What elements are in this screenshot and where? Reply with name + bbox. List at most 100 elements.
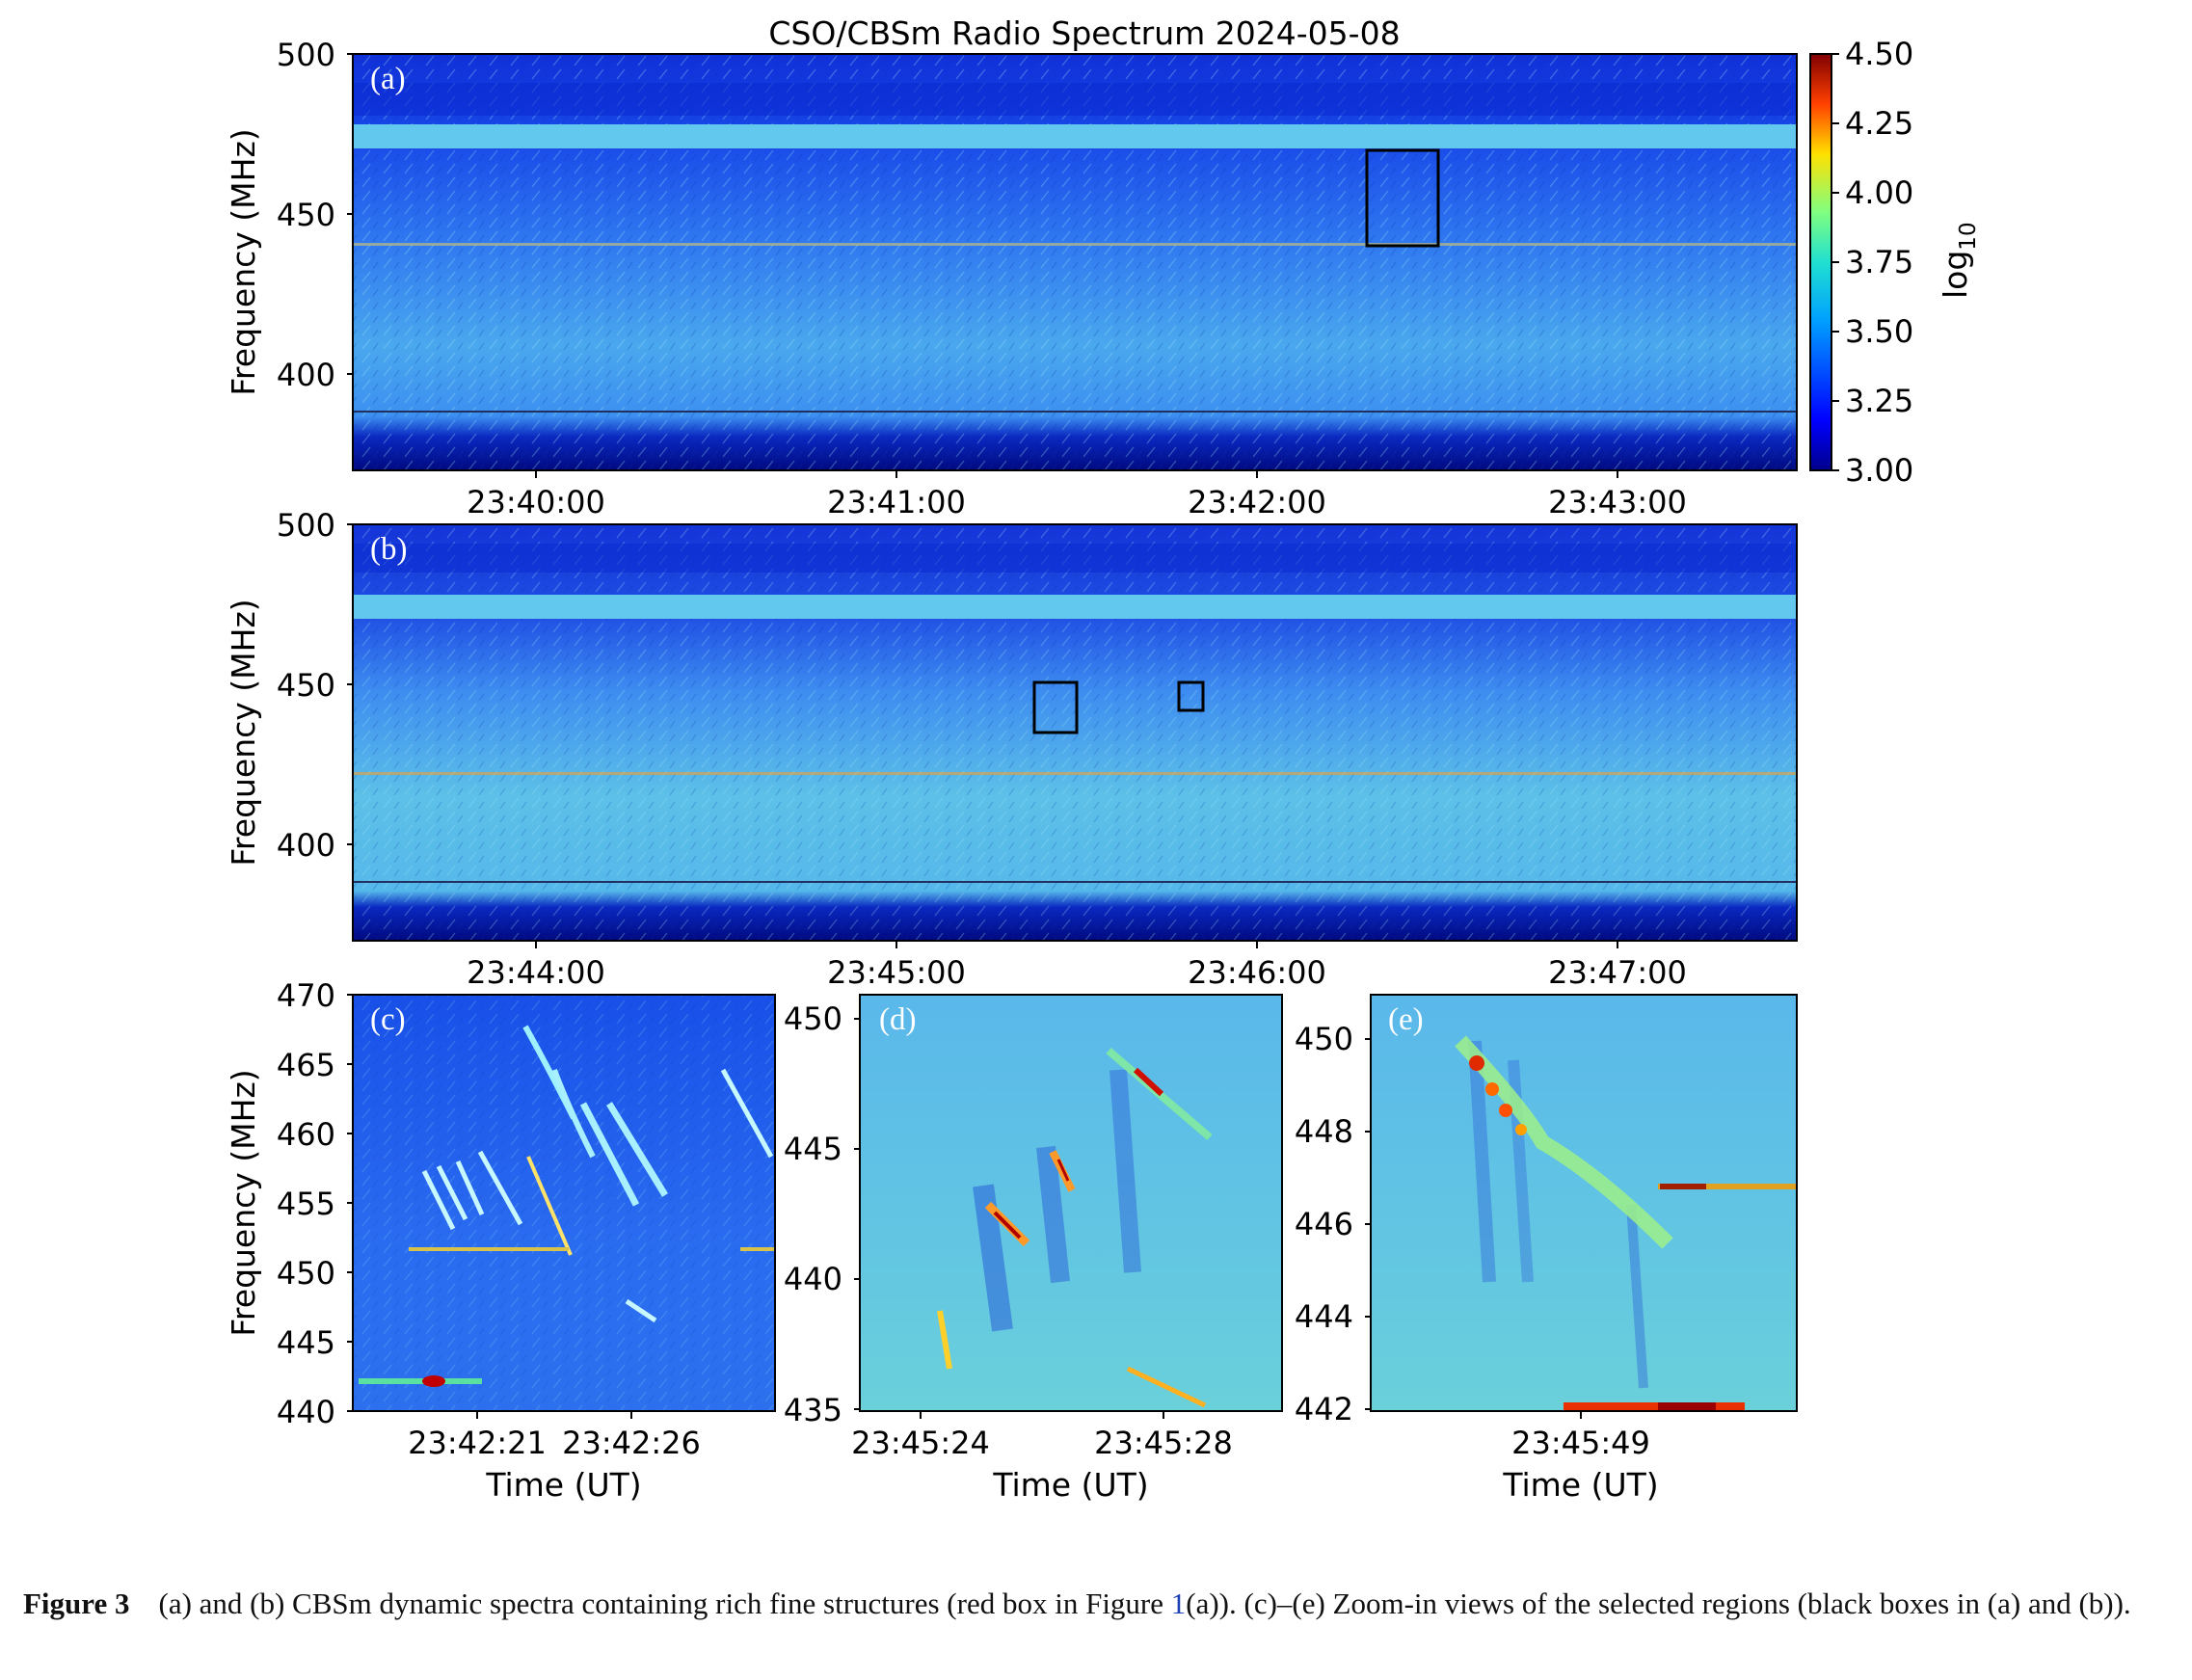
- panel-a-ytick: 500: [277, 37, 335, 73]
- panel-d-xtick: 23:45:24: [851, 1425, 990, 1461]
- colorbar-tick: 3.25: [1845, 383, 1913, 419]
- panel-d-frame: [859, 994, 1283, 1412]
- colorbar-tick: 4.50: [1845, 36, 1913, 72]
- panel-e-ytick: 450: [1295, 1021, 1353, 1057]
- panel-c-ytick: 440: [277, 1394, 335, 1430]
- colorbar-tick: 4.00: [1845, 174, 1913, 211]
- panel-e-ytick: 442: [1295, 1391, 1353, 1427]
- panel-a-fine-structure: [353, 54, 1797, 470]
- panel-a-xtick-marks: [535, 470, 1618, 478]
- panel-a-band-line: [353, 243, 1797, 246]
- panel-c-ytick: 470: [277, 977, 335, 1014]
- panel-c-xlabel: Time (UT): [485, 1466, 641, 1504]
- panel-c-texture: [353, 995, 775, 1411]
- panel-b-xtick-marks: [535, 941, 1618, 948]
- colorbar-tick: 3.00: [1845, 452, 1913, 489]
- panel-a-xtick: 23:43:00: [1548, 484, 1687, 520]
- panel-b-band-line2: [353, 881, 1797, 883]
- panel-b-ytick: 400: [277, 827, 335, 864]
- panel-c-ytick-marks: [347, 994, 353, 1412]
- panel-a-band-line2: [353, 411, 1797, 413]
- panel-b-black-box-1: [1032, 680, 1079, 734]
- colorbar-gradient: [1809, 53, 1832, 471]
- panel-d-xtick: 23:45:28: [1094, 1425, 1233, 1461]
- panel-b-ytick-marks: [347, 523, 353, 845]
- panel-b-ylabel: Frequency (MHz): [225, 599, 262, 866]
- panel-d: (d) 450 445 440 435 23:45:24 23:45:28 Ti…: [784, 994, 1283, 1504]
- panel-b-xtick: 23:44:00: [467, 954, 605, 991]
- panel-a-band-bright: [353, 124, 1797, 148]
- panel-a-xtick: 23:40:00: [467, 484, 605, 520]
- panel-a-ylabel: Frequency (MHz): [225, 128, 262, 395]
- panel-c-ylabel: Frequency (MHz): [225, 1069, 262, 1336]
- panel-a-ytick: 450: [277, 197, 335, 233]
- panel-d-xtick-marks: [920, 1411, 1164, 1419]
- figure-caption: Figure 3 (a) and (b) CBSm dynamic spectra…: [23, 1581, 2173, 1627]
- panel-b-ytick: 450: [277, 667, 335, 704]
- panel-b-band-bright: [353, 595, 1797, 619]
- colorbar-tick: 3.50: [1845, 313, 1913, 350]
- panel-d-label: (d): [879, 1002, 916, 1037]
- panel-b-label: (b): [370, 532, 407, 567]
- colorbar-label: log10: [1937, 222, 1981, 299]
- panel-e-xtick: 23:45:49: [1511, 1425, 1650, 1461]
- colorbar-tick: 4.25: [1845, 105, 1913, 142]
- panel-b-xtick: 23:47:00: [1548, 954, 1687, 991]
- panel-c-xtick-marks: [476, 1411, 632, 1419]
- caption-text-before: (a) and (b) CBSm dynamic spectra contain…: [158, 1587, 1171, 1620]
- panel-c-ytick: 455: [277, 1186, 335, 1222]
- figure-title: CSO/CBSm Radio Spectrum 2024-05-08: [768, 14, 1400, 52]
- panel-c-xtick: 23:42:26: [562, 1425, 701, 1461]
- panel-a-black-box: [1365, 148, 1440, 248]
- panel-c-xtick: 23:42:21: [408, 1425, 547, 1461]
- panel-c-ytick: 445: [277, 1324, 335, 1361]
- panel-d-ytick: 440: [784, 1261, 842, 1297]
- panel-c: (c) 470 465 460 455 450 445 440 23:42:21…: [225, 977, 776, 1504]
- panel-b-xtick: 23:46:00: [1188, 954, 1326, 991]
- panel-e-ytick: 446: [1295, 1206, 1353, 1242]
- caption-label: Figure 3: [23, 1587, 130, 1620]
- panel-c-ytick: 450: [277, 1255, 335, 1292]
- colorbar-tick-marks: [1831, 53, 1839, 471]
- panel-a-xtick: 23:42:00: [1188, 484, 1326, 520]
- panel-a-ytick: 400: [277, 357, 335, 393]
- colorbar: 4.50 4.25 4.00 3.75 3.50 3.25 3.00 log10: [1809, 36, 1981, 489]
- panel-d-drift-bursts: [937, 1047, 1213, 1408]
- panel-e-ytick: 444: [1295, 1298, 1353, 1335]
- panel-d-ytick-marks: [854, 1018, 860, 1410]
- panel-a: (a) 500 450 400 23:40:00 23:41:00 23:42:…: [225, 37, 1798, 520]
- panel-b-xtick: 23:45:00: [827, 954, 966, 991]
- panel-d-ytick: 445: [784, 1131, 842, 1167]
- panel-b-band-dark: [353, 544, 1797, 573]
- panel-a-band-dark: [353, 83, 1797, 116]
- panel-b-band-line: [353, 772, 1797, 775]
- panel-b-black-box-2: [1177, 680, 1205, 712]
- panel-e-spectrum: [1371, 995, 1797, 1411]
- panel-a-xtick: 23:41:00: [827, 484, 966, 520]
- caption-text-after: (a)). (c)–(e) Zoom-in views of the selec…: [1186, 1587, 2131, 1620]
- panel-a-frame: [352, 53, 1798, 471]
- panel-c-drift-bursts: [359, 1025, 775, 1387]
- panel-e-ytick-marks: [1365, 1038, 1371, 1410]
- panel-c-label: (c): [370, 1002, 406, 1037]
- panel-e-xlabel: Time (UT): [1502, 1466, 1658, 1504]
- panel-e-ytick: 448: [1295, 1113, 1353, 1150]
- panel-b: (b) 500 450 400 23:44:00 23:45:00 23:46:…: [225, 507, 1798, 991]
- panel-d-spectrum: [860, 995, 1282, 1411]
- panel-d-xlabel: Time (UT): [992, 1466, 1148, 1504]
- panel-e: (e) 450 448 446 444 442 23:45:49 Time (U…: [1295, 994, 1798, 1504]
- panel-e-label: (e): [1388, 1002, 1424, 1037]
- panel-e-frame: [1370, 994, 1798, 1412]
- panel-e-drift-bursts: [1455, 1035, 1797, 1410]
- panel-a-ytick-marks: [347, 53, 353, 375]
- panel-d-ytick: 450: [784, 1000, 842, 1037]
- panel-c-ytick: 460: [277, 1116, 335, 1153]
- panel-b-ytick: 500: [277, 507, 335, 544]
- colorbar-tick: 3.75: [1845, 244, 1913, 280]
- panel-c-ytick: 465: [277, 1047, 335, 1083]
- panel-a-label: (a): [370, 62, 406, 96]
- panel-d-ytick: 435: [784, 1392, 842, 1428]
- caption-figure-ref-link[interactable]: 1: [1170, 1587, 1187, 1620]
- panel-b-frame: [352, 523, 1798, 942]
